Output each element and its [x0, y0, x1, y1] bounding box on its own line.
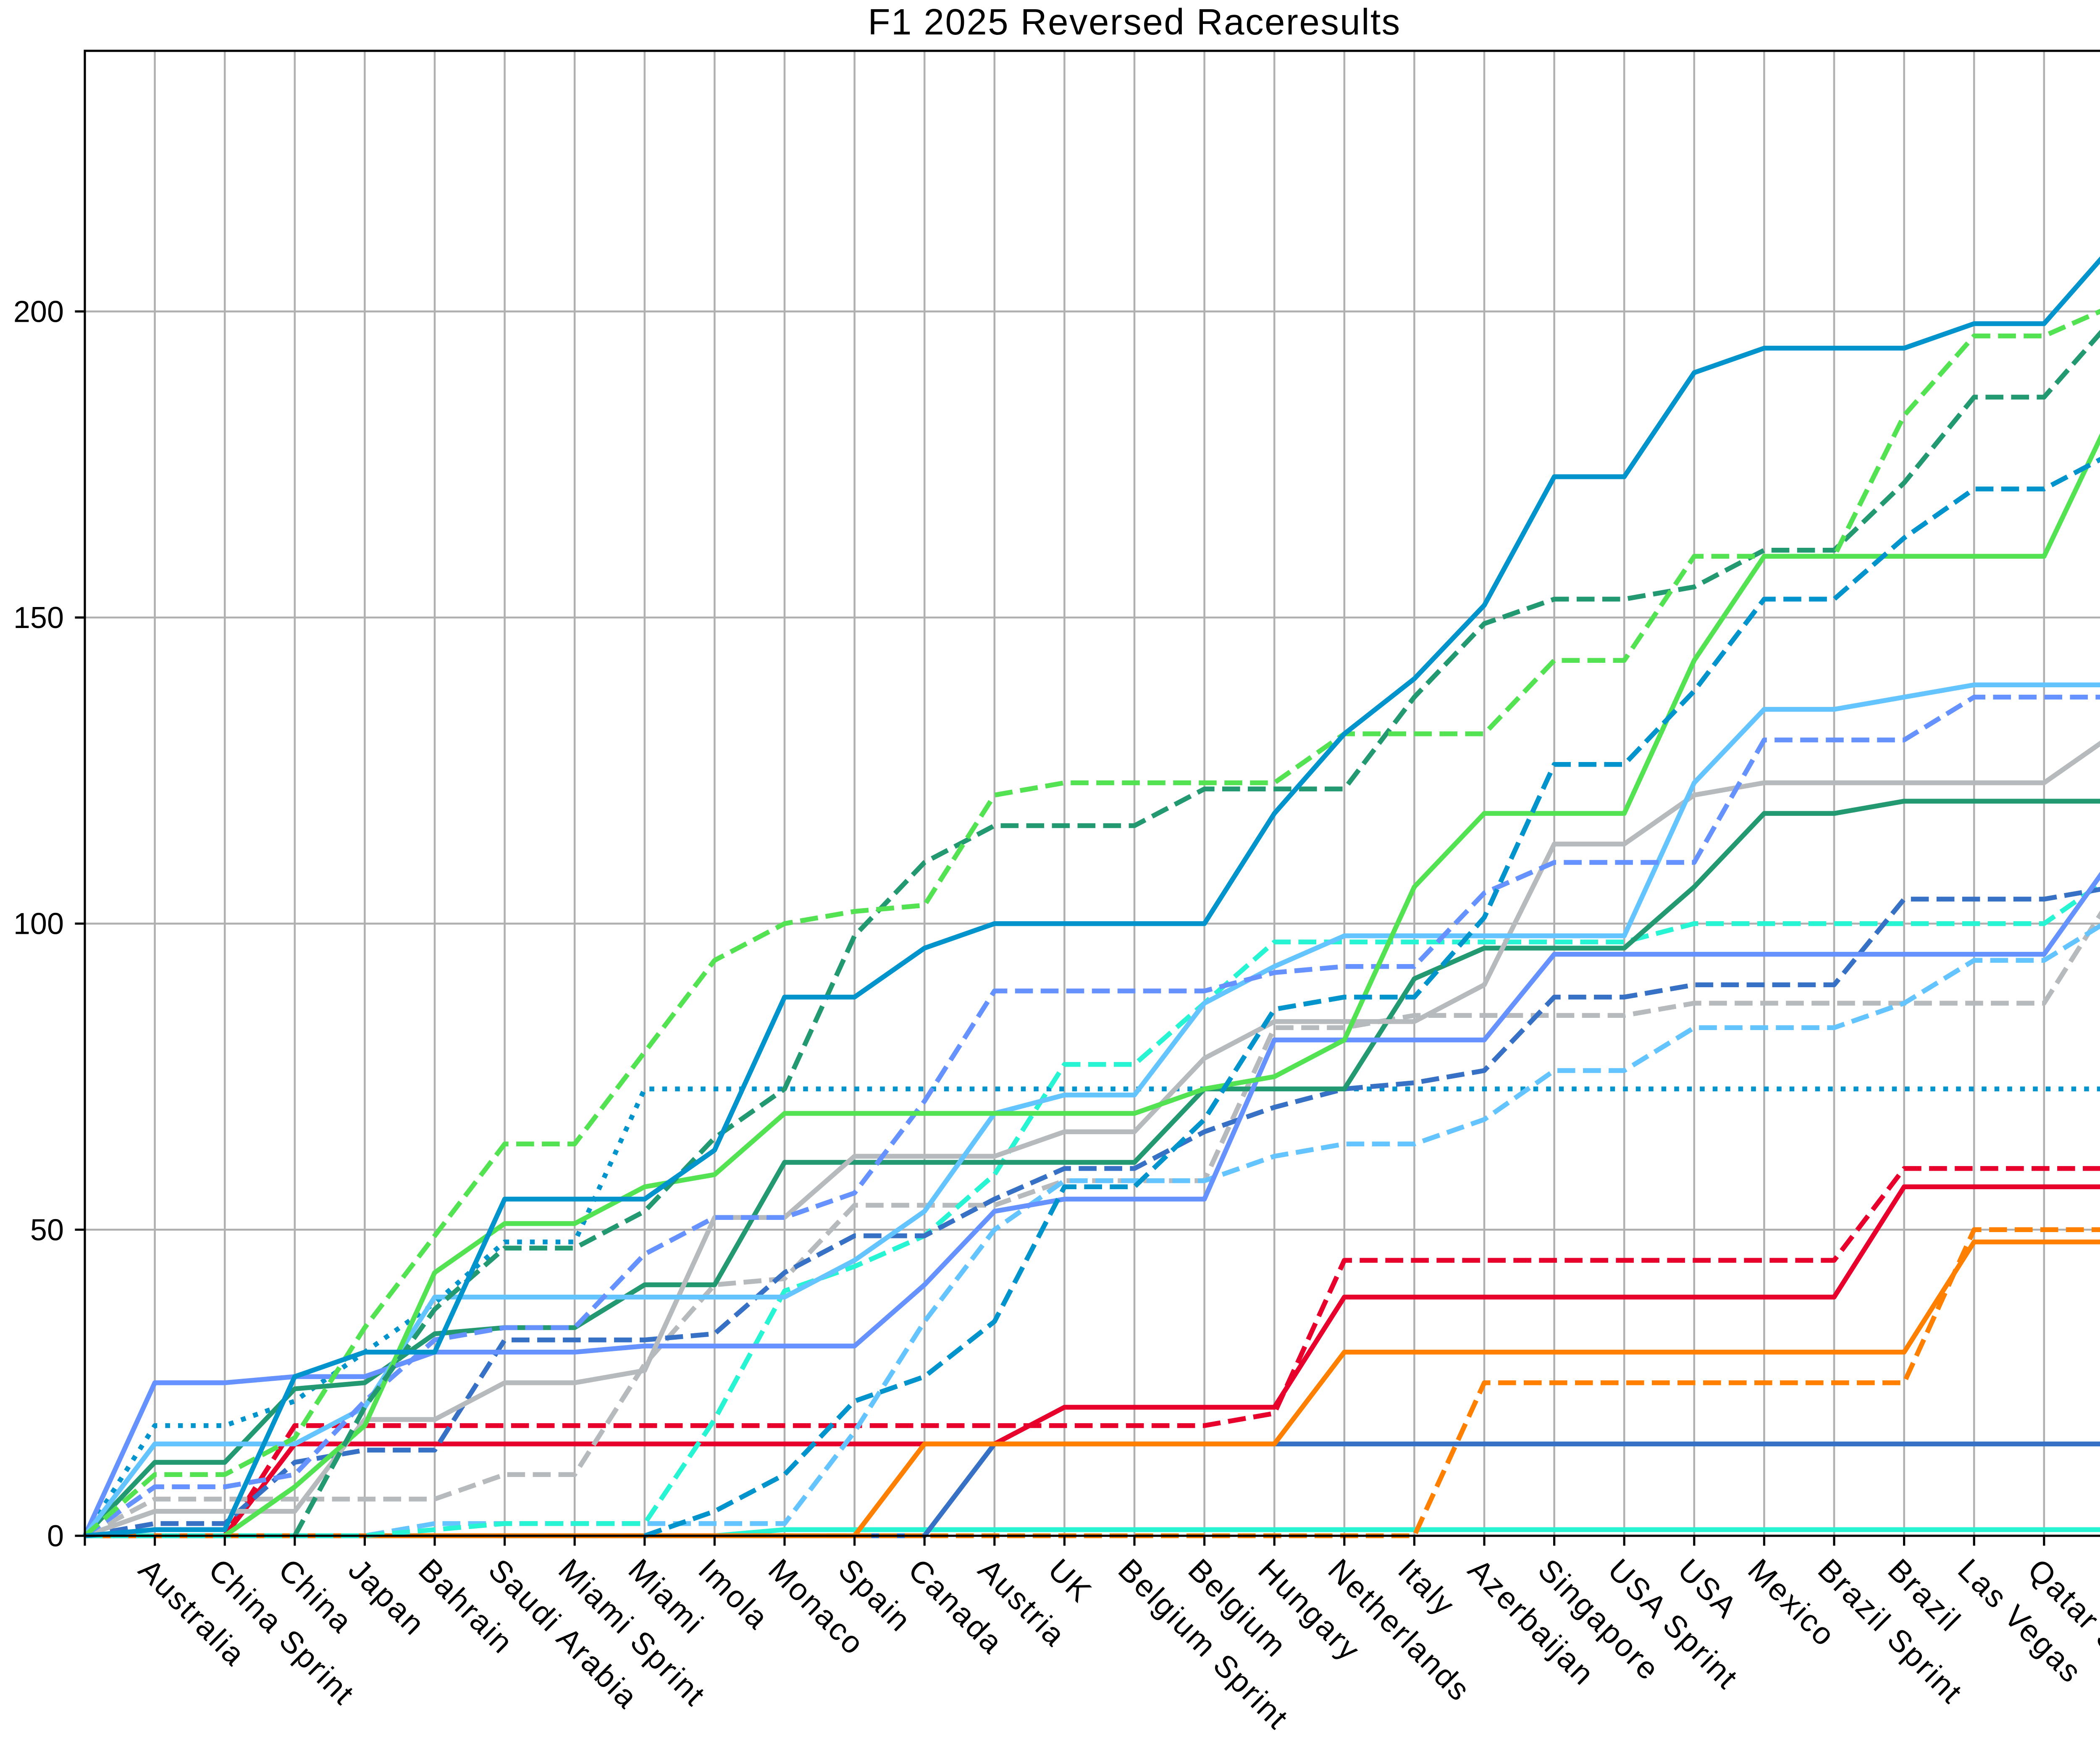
svg-text:100: 100 [13, 907, 64, 941]
svg-text:150: 150 [13, 601, 64, 635]
svg-text:50: 50 [30, 1213, 64, 1247]
svg-text:F1 2025 Reversed Raceresults: F1 2025 Reversed Raceresults [868, 2, 1401, 42]
svg-text:200: 200 [13, 295, 64, 328]
svg-text:0: 0 [47, 1519, 64, 1553]
